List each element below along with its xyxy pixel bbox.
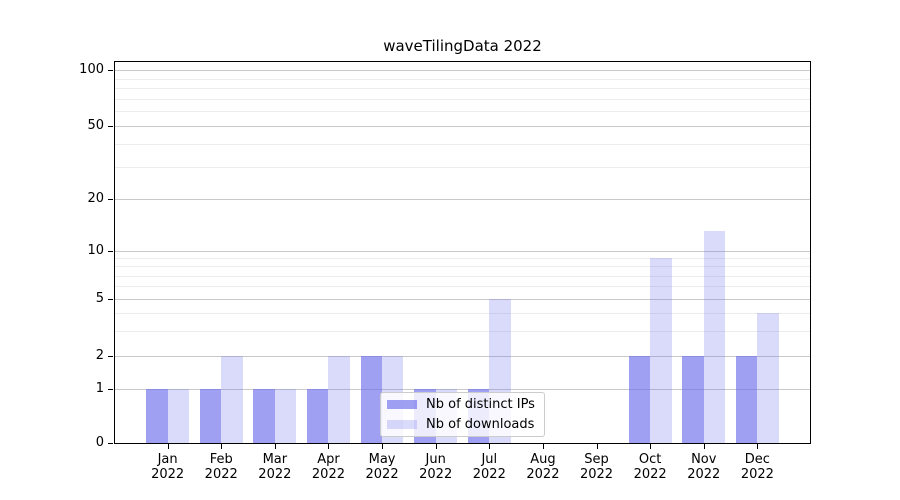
x-axis-tick-label: Sep 2022: [562, 452, 632, 482]
x-axis-tick: [650, 444, 652, 449]
y-axis-tick: [108, 443, 113, 444]
bar-distinct-ips: [199, 389, 222, 443]
y-axis-tick-label: 50: [87, 118, 104, 133]
y-axis-tick-label: 1: [95, 381, 104, 396]
x-axis-tick-label: Jan 2022: [133, 452, 203, 482]
legend: Nb of distinct IPs Nb of downloads: [380, 392, 545, 437]
y-axis-tick: [108, 356, 113, 357]
x-tick-month: Mar: [262, 452, 288, 467]
x-axis-tick-label: Nov 2022: [669, 452, 739, 482]
x-axis-tick-label: Apr 2022: [293, 452, 363, 482]
bar-downloads: [274, 389, 297, 443]
x-axis-tick: [167, 444, 169, 449]
legend-swatch-distinct-ips: [387, 400, 417, 409]
y-axis-tick: [108, 299, 113, 300]
x-tick-year: 2022: [365, 466, 399, 482]
grid-minor-line: [114, 79, 811, 80]
bar-distinct-ips: [146, 389, 168, 443]
y-axis-tick: [108, 251, 113, 252]
x-tick-year: 2022: [579, 466, 614, 482]
x-tick-month: Jun: [425, 452, 446, 467]
x-tick-year: 2022: [687, 466, 721, 482]
grid-major-line: [114, 199, 811, 200]
bar-downloads: [650, 258, 672, 443]
legend-label: Nb of downloads: [426, 417, 535, 432]
x-axis-tick: [703, 444, 705, 449]
x-tick-month: Feb: [209, 452, 233, 467]
x-tick-month: Oct: [638, 452, 662, 467]
x-tick-year: 2022: [311, 466, 345, 482]
grid-minor-line: [114, 144, 811, 145]
x-axis-tick-label: Mar 2022: [240, 452, 310, 482]
y-axis-tick: [108, 126, 113, 127]
bar-downloads: [703, 231, 726, 443]
bar-downloads: [328, 356, 350, 443]
y-axis-tick-label: 5: [95, 291, 104, 306]
y-axis-tick-label: 100: [79, 62, 104, 77]
grid-minor-line: [114, 88, 811, 89]
x-axis-tick-label: Aug 2022: [508, 452, 578, 482]
y-axis-tick-label: 20: [87, 191, 104, 206]
x-tick-year: 2022: [526, 466, 560, 482]
x-tick-year: 2022: [151, 466, 185, 482]
x-axis-tick: [489, 444, 491, 449]
grid-minor-line: [114, 99, 811, 100]
grid-major-line: [114, 70, 811, 71]
y-axis-tick-label: 10: [87, 243, 104, 258]
x-tick-month: Nov: [691, 452, 717, 467]
x-axis-tick: [382, 444, 384, 449]
x-axis-tick: [328, 444, 330, 449]
x-tick-year: 2022: [633, 466, 667, 482]
chart-title: waveTilingData 2022: [383, 37, 542, 55]
legend-swatch-downloads: [387, 420, 417, 429]
x-tick-month: Dec: [744, 452, 770, 467]
x-tick-month: Apr: [317, 452, 340, 467]
bar-distinct-ips: [735, 356, 758, 443]
y-axis-tick-label: 2: [95, 348, 104, 363]
x-axis-tick-label: Oct 2022: [615, 452, 685, 482]
x-axis-tick-label: Jun 2022: [401, 452, 471, 482]
x-axis-tick-label: Feb 2022: [186, 452, 256, 482]
legend-entry-downloads: Nb of downloads: [387, 417, 536, 432]
x-axis-tick: [596, 444, 598, 449]
bar-downloads: [167, 389, 189, 443]
bar-distinct-ips: [628, 356, 651, 443]
x-tick-month: May: [368, 452, 396, 467]
y-axis-tick: [108, 199, 113, 200]
x-tick-month: Jul: [481, 452, 498, 467]
x-tick-year: 2022: [740, 466, 774, 482]
x-axis-tick-label: May 2022: [347, 452, 417, 482]
x-axis-tick: [221, 444, 223, 449]
x-axis-tick: [274, 444, 276, 449]
legend-entry-distinct-ips: Nb of distinct IPs: [387, 397, 536, 412]
y-axis-tick-label: 0: [95, 435, 104, 450]
bar-distinct-ips: [360, 356, 383, 443]
grid-major-line: [114, 126, 811, 127]
x-axis-tick: [435, 444, 437, 449]
x-tick-year: 2022: [419, 466, 453, 482]
x-tick-year: 2022: [258, 466, 292, 482]
y-axis-tick: [108, 70, 113, 71]
x-tick-month: Sep: [584, 452, 609, 467]
x-tick-month: Jan: [157, 452, 178, 467]
bar-distinct-ips: [307, 389, 329, 443]
bar-distinct-ips: [253, 389, 275, 443]
bar-downloads: [221, 356, 243, 443]
y-axis-tick: [108, 389, 113, 390]
x-axis-tick-label: Jul 2022: [454, 452, 524, 482]
x-tick-year: 2022: [204, 466, 238, 482]
grid-minor-line: [114, 167, 811, 168]
x-axis-tick: [542, 444, 544, 449]
grid-minor-line: [114, 111, 811, 112]
bar-downloads: [757, 312, 779, 443]
legend-label: Nb of distinct IPs: [426, 397, 535, 412]
x-tick-month: Aug: [530, 452, 556, 467]
x-axis-tick-label: Dec 2022: [722, 452, 792, 482]
x-tick-year: 2022: [472, 466, 506, 482]
bar-distinct-ips: [682, 356, 704, 443]
x-axis-tick: [757, 444, 759, 449]
